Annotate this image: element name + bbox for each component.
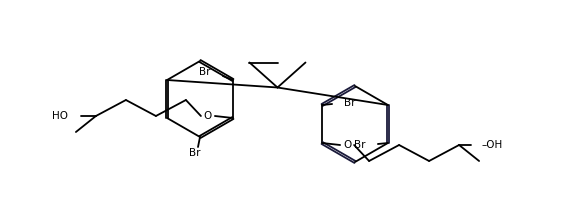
Text: –OH: –OH	[481, 140, 502, 150]
Text: HO: HO	[52, 111, 68, 121]
Text: Br: Br	[199, 67, 211, 77]
Text: O: O	[204, 111, 212, 121]
Text: O: O	[343, 140, 351, 150]
Text: Br: Br	[344, 98, 356, 108]
Text: Br: Br	[189, 148, 201, 158]
Text: Br: Br	[355, 140, 366, 150]
